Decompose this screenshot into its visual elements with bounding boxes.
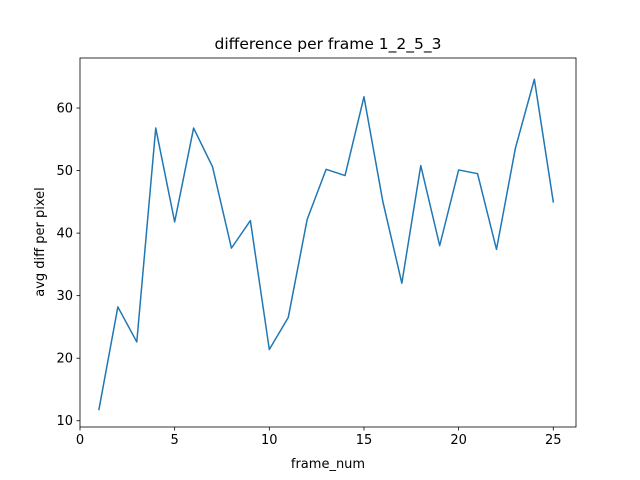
x-tick-label: 25: [545, 433, 562, 448]
x-tick-label: 0: [76, 433, 84, 448]
x-axis-label: frame_num: [291, 457, 365, 472]
y-tick-label: 60: [56, 102, 73, 117]
y-tick-label: 10: [56, 414, 73, 429]
series-line-0: [98, 78, 555, 411]
y-tick-label: 20: [56, 352, 73, 367]
x-tick-label: 20: [450, 433, 467, 448]
chart-title: difference per frame 1_2_5_3: [215, 35, 442, 54]
y-tick-label: 40: [56, 227, 73, 242]
axes-frame: [79, 57, 577, 428]
x-tick-label: 5: [171, 433, 179, 448]
x-tick-label: 15: [356, 433, 373, 448]
plot-area: 0 5 10 15 20 25 10 20 30 40 50 60: [56, 57, 577, 448]
y-tick-label: 30: [56, 289, 73, 304]
y-tick-label: 50: [56, 164, 73, 179]
x-tick-label: 10: [261, 433, 278, 448]
y-axis-label: avg diff per pixel: [33, 187, 48, 297]
